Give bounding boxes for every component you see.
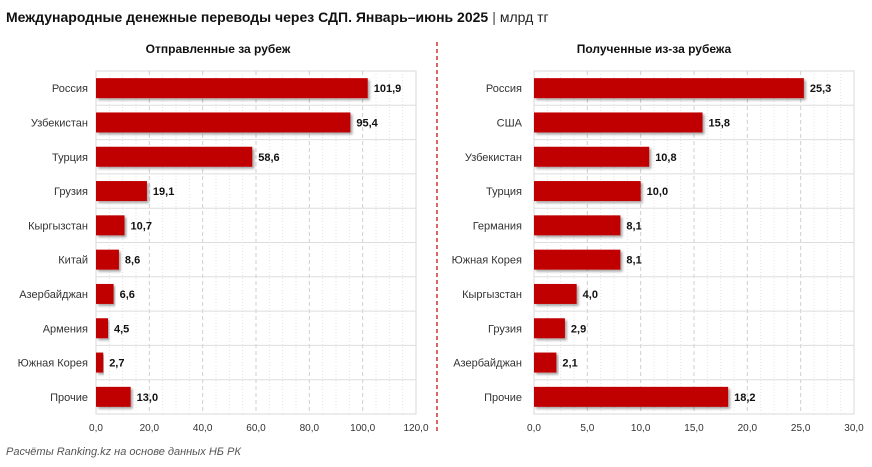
- panel1-bar: [96, 283, 114, 304]
- panel2-bar: [534, 146, 650, 167]
- panel1-category-label: Прочие: [50, 392, 88, 404]
- panel2-value-label: 10,0: [647, 186, 668, 198]
- panel2-bar: [534, 352, 557, 373]
- panel2-bar: [534, 283, 577, 304]
- panel1-group: Отправленные за рубеж 0,0 20,0 40,0 60,0 80,0…: [18, 42, 429, 434]
- panel1-category-label: Азербайджан: [19, 289, 88, 301]
- panel1-category-label: Китай: [58, 255, 88, 267]
- panel1-bar: [96, 215, 125, 236]
- panel2-bar: [534, 78, 804, 99]
- panel1-value-label: 13,0: [137, 392, 158, 404]
- panel2-bar: [534, 215, 621, 236]
- panel2-category-label: Германия: [473, 220, 522, 232]
- panel1-category-label: Южная Корея: [18, 358, 88, 370]
- panel2-tick-label: 25,0: [791, 423, 811, 434]
- panel2-subtitle: Полученные из-за рубежа: [577, 42, 732, 56]
- panel2-bar: [534, 181, 641, 202]
- panel1-tick-label: 80,0: [300, 423, 320, 434]
- panel1-value-label: 95,4: [356, 117, 378, 129]
- panel2-category-label: Грузия: [488, 323, 522, 335]
- panel1-value-label: 2,7: [109, 358, 124, 370]
- panel2-tick-label: 5,0: [580, 423, 594, 434]
- panel1-value-label: 4,5: [114, 323, 129, 335]
- panel2-category-label: США: [497, 117, 523, 129]
- panel2-value-label: 2,1: [562, 358, 577, 370]
- panel2-category-label: Прочие: [484, 392, 522, 404]
- panel2-category-label: Турция: [486, 186, 522, 198]
- panel2-tick-label: 10,0: [631, 423, 651, 434]
- panel2-value-label: 8,1: [626, 255, 641, 267]
- panel1-tick-label: 120,0: [403, 423, 428, 434]
- panel1-value-label: 8,6: [125, 255, 140, 267]
- panel2-value-label: 8,1: [626, 220, 641, 232]
- panel2-value-label: 2,9: [571, 323, 586, 335]
- panel1-tick-label: 40,0: [193, 423, 213, 434]
- panel1-value-label: 10,7: [131, 220, 152, 232]
- panel1-tick-label: 60,0: [246, 423, 266, 434]
- panel2-value-label: 18,2: [734, 392, 755, 404]
- chart-title: Международные денежные переводы через СД…: [6, 9, 549, 25]
- panel1-bar: [96, 352, 104, 373]
- panel1-tick-label: 20,0: [140, 423, 160, 434]
- panel1-bar: [96, 181, 147, 202]
- chart-title-text: Международные денежные переводы через СД…: [6, 9, 489, 25]
- panel2-tick-label: 0,0: [527, 423, 541, 434]
- panel2-value-label: 4,0: [583, 289, 598, 301]
- panel1-bar: [96, 146, 253, 167]
- panel1-category-label: Узбекистан: [31, 117, 88, 129]
- panel1-category-label: Грузия: [54, 186, 88, 198]
- panel2-category-label: Кыргызстан: [462, 289, 522, 301]
- panel2-tick-label: 15,0: [684, 423, 704, 434]
- panel2-category-label: Азербайджан: [453, 358, 522, 370]
- panel2-tick-label: 20,0: [738, 423, 758, 434]
- panel1-category-label: Армения: [43, 323, 88, 335]
- panel1-bar: [96, 78, 368, 99]
- panel2-tick-label: 30,0: [844, 423, 864, 434]
- panel1-value-label: 6,6: [120, 289, 135, 301]
- chart-unit: млрд тг: [499, 9, 549, 25]
- panel1-bar: [96, 386, 131, 407]
- panel1-value-label: 19,1: [153, 186, 174, 198]
- panel2-value-label: 15,8: [709, 117, 730, 129]
- panel2-bar: [534, 112, 703, 133]
- panel1-category-label: Кыргызстан: [28, 220, 88, 232]
- source-note: Расчёты Ranking.kz на основе данных НБ Р…: [6, 446, 241, 458]
- panel1-subtitle: Отправленные за рубеж: [146, 42, 291, 56]
- panel1-bar: [96, 318, 108, 339]
- title-separator: |: [492, 9, 496, 25]
- panel1-bar: [96, 112, 351, 133]
- panel2-bar: [534, 318, 565, 339]
- panel2-bar: [534, 386, 729, 407]
- panel1-value-label: 101,9: [374, 83, 402, 95]
- panel2-value-label: 25,3: [810, 83, 831, 95]
- panel2-category-label: Узбекистан: [465, 152, 522, 164]
- panel2-category-label: Россия: [486, 83, 522, 95]
- panel2-bar: [534, 249, 621, 270]
- panel2-value-label: 10,8: [655, 152, 676, 164]
- panel1-tick-label: 100,0: [350, 423, 375, 434]
- panel1-category-label: Россия: [52, 83, 88, 95]
- panel1-tick-label: 0,0: [89, 423, 103, 434]
- panel1-bar: [96, 249, 119, 270]
- panel2-category-label: Южная Корея: [452, 255, 522, 267]
- panel1-value-label: 58,6: [258, 152, 279, 164]
- panel1-category-label: Турция: [52, 152, 88, 164]
- panel2-group: Полученные из-за рубежа 0,0 5,0 10,0 15,0 20,…: [452, 42, 865, 434]
